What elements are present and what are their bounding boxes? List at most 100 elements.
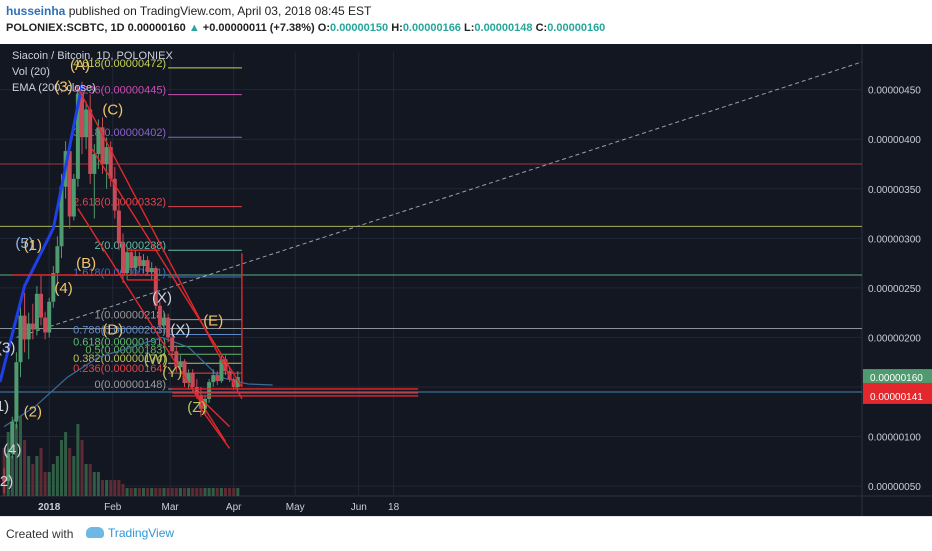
ohlc-line: POLONIEX:SCBTC, 1D 0.00000160 ▲ +0.00000… [6,22,605,34]
candle-body [116,210,121,244]
y-tick-label: 0.00000450 [868,86,921,97]
candle-body [67,151,72,217]
y-tick-label: 0.00000350 [868,185,921,196]
fib-level-label: 0.236(0.00000164) [73,363,166,375]
candle-body [30,323,35,330]
candle-body [133,256,138,269]
candle-body [129,252,134,269]
candle-body [96,127,101,155]
volume-bar [166,488,170,496]
volume-bar [203,488,207,496]
last-price: 0.00000160 [127,22,186,34]
candle-body [51,273,56,302]
volume-bar [14,424,18,496]
chart-header: husseinha published on TradingView.com, … [0,0,932,44]
volume-bar [60,440,63,496]
tradingview-logo[interactable]: TradingView [86,526,174,540]
volume-bar [35,456,39,496]
channel-line [91,148,243,388]
wave-label: (3) [54,79,72,96]
candle-body [125,252,130,274]
candle-body [55,246,60,274]
volume-bar [101,480,104,496]
channel-line [196,394,231,428]
candle-body [14,362,19,422]
volume-bar [43,472,47,496]
x-tick-label: 18 [388,502,400,513]
candle-body [10,421,15,454]
publisher-line: husseinha published on TradingView.com, … [6,4,371,18]
open-value: 0.00000150 [330,22,389,34]
wave-label: (4) [54,280,72,297]
volume-bar [207,488,211,496]
x-tick-label: Mar [162,502,180,513]
y-tick-label: 0.00000050 [868,482,921,493]
volume-bar [88,464,92,496]
wave-label: (5) [15,235,33,252]
high-value: 0.00000166 [402,22,461,34]
volume-bar [191,488,195,496]
volume-bar [187,488,191,496]
candle-body [137,256,142,267]
volume-bar [236,488,240,496]
volume-bar [195,488,199,496]
candle-body [34,293,39,330]
volume-bar [219,488,223,496]
volume-bar [72,456,76,496]
candle-body [235,377,240,387]
fib-level-label: 4.618(0.00000472) [73,58,166,70]
candle-body [203,398,207,409]
volume-bar [55,456,59,496]
channel-line [77,208,227,442]
close-label: C: [535,22,548,34]
candle-body [215,375,220,382]
volume-bar [174,488,178,496]
fib-level-label: 4.236(0.00000445) [73,85,166,97]
legend-ema[interactable]: EMA (200, close) [12,82,96,94]
volume-bar [23,440,27,496]
volume-bar [146,488,150,496]
price-change: +0.00000011 (+7.38%) [202,22,315,34]
wave-label: (1) [24,237,42,254]
candle-body [149,268,154,273]
y-tick-label: 0.00000200 [868,333,921,344]
tradingview-brand: TradingView [108,526,175,540]
candle-body [219,359,224,382]
volume-bar [199,488,203,496]
candle-body [178,361,183,368]
candle-body [182,361,187,384]
candle-body [26,323,31,340]
author-link[interactable]: husseinha [6,4,66,18]
wave-label: (X) [152,290,172,307]
legend-volume[interactable]: Vol (20) [12,66,50,78]
wave-label: (E) [203,313,223,330]
channel-line [77,87,243,400]
wave-label: (B) [76,255,96,272]
volume-bar [31,464,35,496]
candle-body [207,382,212,399]
chart-area[interactable]: 0.00000450 0.00000400 0.00000350 0.00000300… [0,44,932,516]
fib-level-label: 1.618(0.00000261) [73,267,166,279]
impulse-trendline [0,84,84,383]
volume-bar [211,488,215,496]
candle-body [153,268,158,306]
candle-body [223,359,228,372]
wave-label: (W) [144,351,168,368]
close-value: 0.00000160 [547,22,606,34]
candle-body [71,178,76,217]
y-tick-label: 0.00000300 [868,234,921,245]
wave-label: (A) [70,57,90,74]
candle-body [39,293,43,318]
created-with-text: Created with [6,527,74,541]
volume-bar [183,488,186,496]
wave-label: (C) [102,101,123,118]
volume-bar [92,472,96,496]
wave-label: (4) [3,441,21,458]
fib-level-label: 0.382(0.00000174) [73,353,166,365]
volume-bar [80,440,84,496]
volume-bar [27,456,31,496]
volume-bar [129,488,133,496]
fib-level-label: 2(0.00000288) [95,240,167,252]
wave-label: (D) [102,321,123,338]
price-chart[interactable]: 0.00000450 0.00000400 0.00000350 0.00000300… [0,44,932,516]
